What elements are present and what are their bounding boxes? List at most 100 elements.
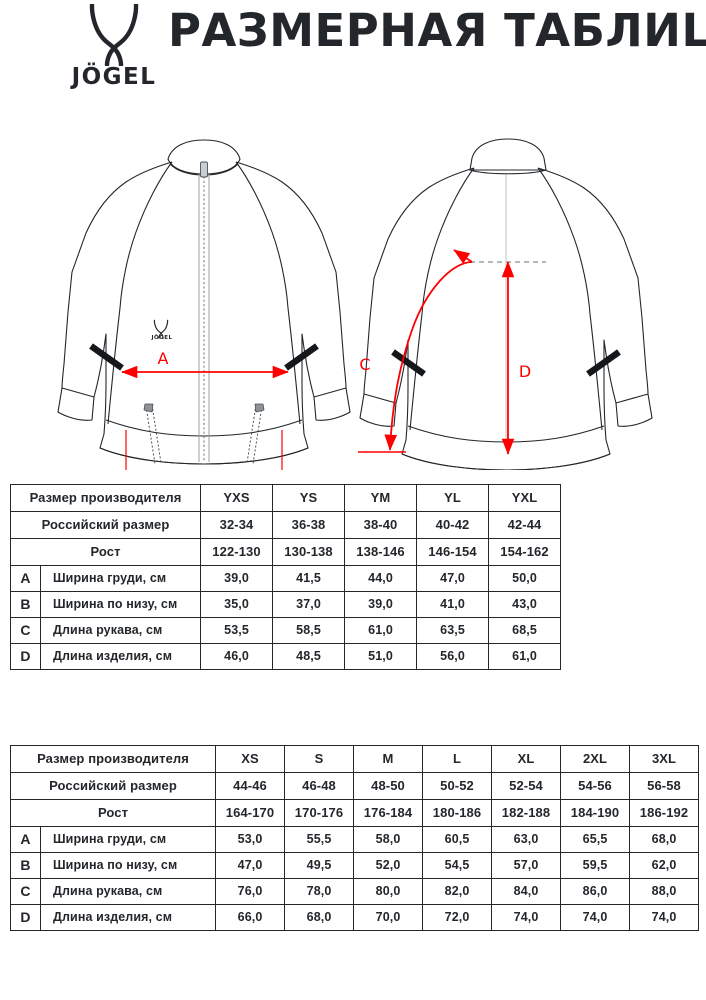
front-measure-arrows: A B <box>121 349 289 470</box>
measure-value-cell: 35,0 <box>200 591 274 618</box>
measure-value-cell: 70,0 <box>353 904 424 931</box>
header-size-cell: 164-170 <box>215 799 286 827</box>
measure-label-cell: Длина изделия, см <box>39 904 217 931</box>
measure-label-c: C <box>359 355 370 374</box>
measure-label-cell: Ширина груди, см <box>39 565 202 592</box>
back-measure-arrows: C D <box>358 249 531 455</box>
header-size-cell: 176-184 <box>353 799 424 827</box>
measure-value-cell: 50,0 <box>488 565 562 592</box>
measure-value-cell: 44,0 <box>344 565 418 592</box>
measure-letter-cell: C <box>10 878 41 905</box>
table-row: B Ширина по низу, см 47,0 49,5 52,0 54,5 57,0 5… <box>10 852 700 879</box>
page-header: JÖGEL РАЗМЕРНАЯ ТАБЛИЦА <box>0 0 706 112</box>
header-size-cell: YM <box>344 484 418 512</box>
header-size-cell: 180-186 <box>422 799 493 827</box>
measure-value-cell: 76,0 <box>215 878 286 905</box>
table-header-row: Размер производителя YXS YS YM YL YXL <box>9 484 562 512</box>
header-size-cell: 146-154 <box>416 538 490 566</box>
header-size-cell: 184-190 <box>560 799 631 827</box>
header-size-cell: YXS <box>200 484 274 512</box>
measure-value-cell: 84,0 <box>491 878 562 905</box>
measure-letter-cell: D <box>10 904 41 931</box>
header-size-cell: 32-34 <box>200 511 274 539</box>
chest-logo-print <box>153 319 169 339</box>
measure-value-cell: 68,0 <box>284 904 355 931</box>
measure-value-cell: 55,5 <box>284 826 355 853</box>
measure-letter-cell: B <box>10 591 41 618</box>
measure-value-cell: 57,0 <box>491 852 562 879</box>
measure-value-cell: 74,0 <box>491 904 562 931</box>
header-size-cell: YL <box>416 484 490 512</box>
measure-value-cell: 63,0 <box>491 826 562 853</box>
measure-letter-cell: A <box>10 565 41 592</box>
measure-label-cell: Ширина по низу, см <box>39 852 217 879</box>
svg-text:JÖGEL: JÖGEL <box>151 334 173 341</box>
measure-value-cell: 41,0 <box>416 591 490 618</box>
measure-value-cell: 47,0 <box>215 852 286 879</box>
measure-value-cell: 68,5 <box>488 617 562 644</box>
header-row-label: Российский размер <box>9 511 202 539</box>
header-size-cell: 50-52 <box>422 772 493 800</box>
measure-value-cell: 37,0 <box>272 591 346 618</box>
measure-value-cell: 46,0 <box>200 643 274 670</box>
header-size-cell: 44-46 <box>215 772 286 800</box>
header-size-cell: 154-162 <box>488 538 562 566</box>
size-table-adult: Размер производителя XS S M L XL 2XL 3XL Российс… <box>9 745 700 931</box>
measure-value-cell: 53,5 <box>200 617 274 644</box>
header-row-label: Рост <box>9 538 202 566</box>
header-size-cell: L <box>422 745 493 773</box>
header-size-cell: 48-50 <box>353 772 424 800</box>
measure-value-cell: 53,0 <box>215 826 286 853</box>
header-size-cell: 2XL <box>560 745 631 773</box>
jacket-illustrations: JÖGEL A B <box>0 112 706 470</box>
jacket-back-view <box>359 138 653 470</box>
measure-letter-cell: A <box>10 826 41 853</box>
table-header-row: Российский размер 44-46 46-48 48-50 50-52 52-… <box>9 772 700 800</box>
table-header-row: Рост 122-130 130-138 138-146 146-154 154-162 <box>9 538 562 566</box>
header-row-label: Размер производителя <box>9 484 202 512</box>
measure-label-cell: Ширина груди, см <box>39 826 217 853</box>
table-row: A Ширина груди, см 53,0 55,5 58,0 60,5 63,0 65,… <box>10 826 700 853</box>
measure-label-cell: Длина рукава, см <box>39 617 202 644</box>
measure-value-cell: 66,0 <box>215 904 286 931</box>
header-size-cell: 130-138 <box>272 538 346 566</box>
header-size-cell: XS <box>215 745 286 773</box>
table-header-row: Рост 164-170 170-176 176-184 180-186 182-188 1… <box>9 799 700 827</box>
measure-value-cell: 62,0 <box>629 852 700 879</box>
size-table-youth: Размер производителя YXS YS YM YL YXL Российск… <box>9 484 562 670</box>
header-size-cell: YS <box>272 484 346 512</box>
measure-value-cell: 51,0 <box>344 643 418 670</box>
table-row: C Длина рукава, см 76,0 78,0 80,0 82,0 84,0 86,… <box>10 878 700 905</box>
table-row: D Длина изделия, см 66,0 68,0 70,0 72,0 74,0 74… <box>10 904 700 931</box>
measure-value-cell: 43,0 <box>488 591 562 618</box>
header-size-cell: 3XL <box>629 745 700 773</box>
measure-value-cell: 60,5 <box>422 826 493 853</box>
measure-letter-cell: C <box>10 617 41 644</box>
table-header-row: Размер производителя XS S M L XL 2XL 3XL <box>9 745 700 773</box>
header-size-cell: XL <box>491 745 562 773</box>
measure-value-cell: 56,0 <box>416 643 490 670</box>
header-size-cell: 40-42 <box>416 511 490 539</box>
measure-value-cell: 49,5 <box>284 852 355 879</box>
measure-value-cell: 47,0 <box>416 565 490 592</box>
header-size-cell: 54-56 <box>560 772 631 800</box>
header-size-cell: 56-58 <box>629 772 700 800</box>
measure-value-cell: 65,5 <box>560 826 631 853</box>
measure-value-cell: 58,5 <box>272 617 346 644</box>
jogel-wishbone-icon <box>89 4 139 66</box>
header-size-cell: 38-40 <box>344 511 418 539</box>
measure-value-cell: 72,0 <box>422 904 493 931</box>
measure-value-cell: 39,0 <box>344 591 418 618</box>
table-header-row: Российский размер 32-34 36-38 38-40 40-42 42-… <box>9 511 562 539</box>
measure-value-cell: 74,0 <box>629 904 700 931</box>
measure-value-cell: 63,5 <box>416 617 490 644</box>
measure-arrow-c <box>384 261 473 451</box>
measure-value-cell: 58,0 <box>353 826 424 853</box>
header-size-cell: 46-48 <box>284 772 355 800</box>
header-row-label: Российский размер <box>9 772 217 800</box>
header-size-cell: M <box>353 745 424 773</box>
brand-logo: JÖGEL <box>57 4 171 100</box>
header-row-label: Рост <box>9 799 217 827</box>
measure-value-cell: 88,0 <box>629 878 700 905</box>
measure-value-cell: 39,0 <box>200 565 274 592</box>
